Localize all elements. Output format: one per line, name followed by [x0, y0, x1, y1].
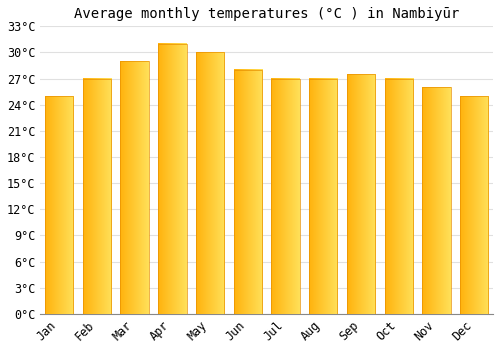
Bar [234, 70, 262, 314]
Bar [309, 78, 338, 314]
Bar [384, 78, 413, 314]
Bar [196, 52, 224, 314]
Bar [460, 96, 488, 314]
Bar [347, 74, 375, 314]
Bar [347, 74, 375, 314]
Bar [196, 52, 224, 314]
Bar [272, 78, 299, 314]
Bar [309, 78, 338, 314]
Bar [422, 87, 450, 314]
Bar [272, 78, 299, 314]
Bar [422, 87, 450, 314]
Bar [83, 78, 111, 314]
Bar [384, 78, 413, 314]
Bar [83, 78, 111, 314]
Bar [234, 70, 262, 314]
Bar [158, 44, 186, 314]
Bar [45, 96, 74, 314]
Bar [460, 96, 488, 314]
Title: Average monthly temperatures (°C ) in Nambiyūr: Average monthly temperatures (°C ) in Na… [74, 7, 460, 21]
Bar [120, 61, 149, 314]
Bar [120, 61, 149, 314]
Bar [158, 44, 186, 314]
Bar [45, 96, 74, 314]
